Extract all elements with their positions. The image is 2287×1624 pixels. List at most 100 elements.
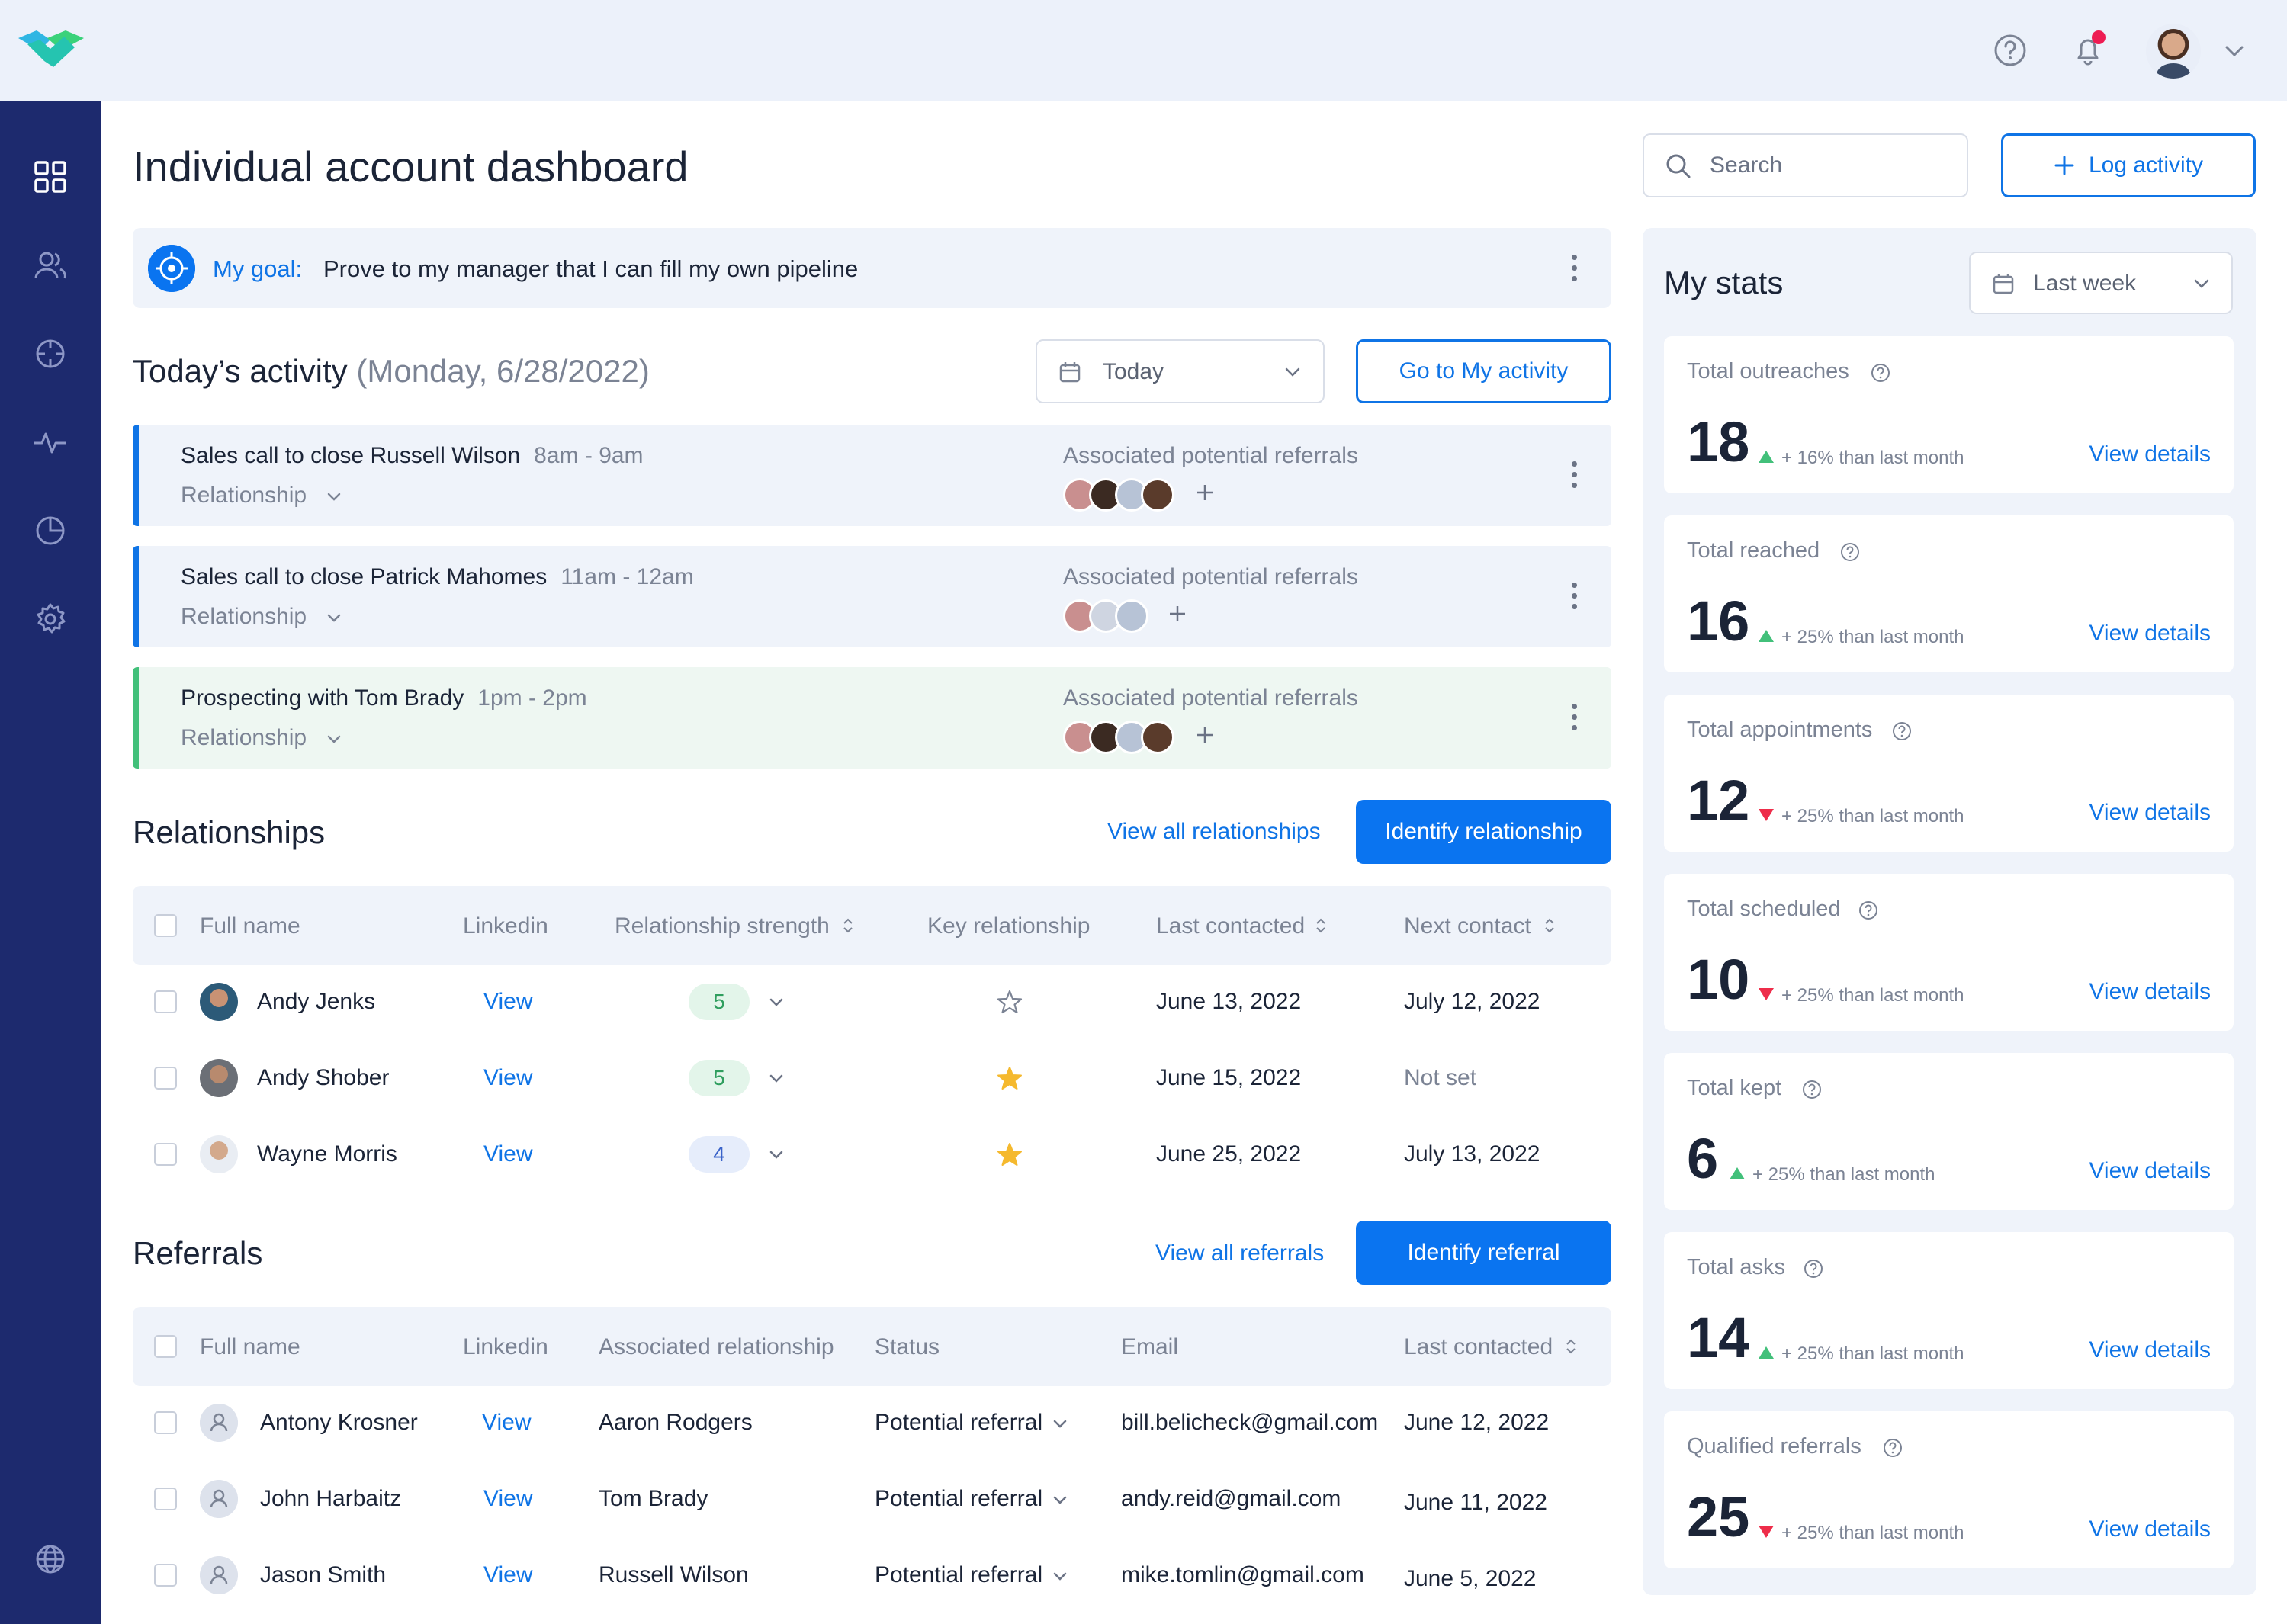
help-circle-icon[interactable] (1803, 1258, 1824, 1279)
referral-avatar[interactable] (1063, 478, 1097, 512)
strength-badge[interactable]: 5 (689, 1060, 750, 1096)
view-all-relationships-link[interactable]: View all relationships (1107, 819, 1321, 844)
identify-relationship-button[interactable]: Identify relationship (1356, 800, 1611, 864)
sort-icon[interactable] (1543, 915, 1556, 936)
column-header[interactable]: Next contact (1404, 913, 1531, 939)
row-checkbox[interactable] (154, 1564, 177, 1587)
view-details-link[interactable]: View details (2089, 621, 2211, 646)
select-all-checkbox[interactable] (154, 914, 177, 937)
full-name[interactable]: Wayne Morris (257, 1141, 397, 1167)
add-referral-icon[interactable] (1195, 483, 1215, 502)
settings-gear-icon[interactable] (31, 600, 69, 638)
sort-icon[interactable] (1315, 915, 1327, 936)
column-header[interactable]: Key relationship (927, 913, 1091, 939)
activity-tag[interactable]: Relationship (181, 483, 307, 508)
activity-more-icon[interactable] (1569, 581, 1579, 611)
chevron-down-icon[interactable] (325, 730, 343, 748)
linkedin-link[interactable]: View (483, 1562, 533, 1587)
log-activity-button[interactable]: Log activity (2001, 133, 2256, 197)
column-header[interactable]: Email (1121, 1334, 1179, 1359)
full-name[interactable]: Antony Krosner (260, 1410, 418, 1435)
chevron-down-icon[interactable] (1051, 1491, 1069, 1509)
chevron-down-icon[interactable] (1051, 1414, 1069, 1433)
dashboard-grid-icon[interactable] (31, 158, 69, 196)
star-filled-icon[interactable] (996, 1064, 1023, 1092)
status-select[interactable]: Potential referral (875, 1562, 1043, 1587)
column-header[interactable]: Linkedin (463, 913, 548, 939)
linkedin-link[interactable]: View (483, 1141, 533, 1167)
chevron-down-icon[interactable] (325, 487, 343, 505)
linkedin-link[interactable]: View (483, 989, 533, 1014)
linkedin-link[interactable]: View (483, 1065, 533, 1090)
row-checkbox[interactable] (154, 1143, 177, 1166)
column-header[interactable]: Linkedin (463, 1334, 548, 1359)
column-header[interactable]: Relationship strength (615, 913, 830, 939)
chevron-down-icon[interactable] (767, 993, 785, 1011)
status-select[interactable]: Potential referral (875, 1486, 1043, 1511)
column-header[interactable]: Associated relationship (599, 1334, 834, 1359)
sort-icon[interactable] (1565, 1336, 1577, 1357)
strength-badge[interactable]: 5 (689, 984, 750, 1020)
go-to-my-activity-button[interactable]: Go to My activity (1356, 339, 1611, 403)
full-name[interactable]: Jason Smith (260, 1562, 387, 1587)
full-name[interactable]: John Harbaitz (260, 1486, 402, 1511)
view-details-link[interactable]: View details (2089, 979, 2211, 1004)
help-circle-icon[interactable] (1992, 32, 2028, 69)
user-avatar[interactable] (2146, 24, 2201, 79)
status-select[interactable]: Potential referral (875, 1410, 1043, 1435)
bell-icon[interactable] (2070, 32, 2106, 69)
chevron-down-icon[interactable] (325, 608, 343, 627)
referral-avatar[interactable] (1115, 599, 1148, 633)
full-name[interactable]: Andy Jenks (257, 989, 376, 1014)
help-circle-icon[interactable] (1839, 541, 1861, 563)
chevron-down-icon[interactable] (767, 1145, 785, 1163)
search-input[interactable] (1710, 149, 1954, 182)
view-details-link[interactable]: View details (2089, 1516, 2211, 1542)
help-circle-icon[interactable] (1891, 721, 1913, 742)
column-header[interactable]: Last contacted (1404, 1334, 1553, 1359)
star-filled-icon[interactable] (996, 1141, 1023, 1168)
users-icon[interactable] (31, 246, 69, 284)
select-all-checkbox[interactable] (154, 1335, 177, 1358)
linkedin-link[interactable]: View (482, 1410, 532, 1435)
globe-icon[interactable] (31, 1540, 69, 1578)
referral-avatar[interactable] (1089, 721, 1123, 754)
pie-chart-icon[interactable] (31, 512, 69, 550)
goal-more-icon[interactable] (1569, 253, 1579, 284)
help-circle-icon[interactable] (1858, 900, 1879, 921)
chevron-down-icon[interactable] (2221, 38, 2247, 64)
handshake-logo-icon[interactable] (17, 27, 85, 70)
help-circle-icon[interactable] (1882, 1437, 1903, 1459)
linkedin-link[interactable]: View (483, 1486, 533, 1511)
crosshair-icon[interactable] (31, 335, 69, 373)
view-details-link[interactable]: View details (2089, 1158, 2211, 1183)
chevron-down-icon[interactable] (1051, 1567, 1069, 1585)
full-name[interactable]: Andy Shober (257, 1065, 390, 1090)
add-referral-icon[interactable] (1195, 725, 1215, 745)
activity-pulse-icon[interactable] (31, 423, 69, 461)
add-referral-icon[interactable] (1168, 604, 1187, 624)
column-header[interactable]: Full name (200, 913, 300, 939)
column-header[interactable]: Status (875, 1334, 940, 1359)
column-header[interactable]: Last contacted (1156, 913, 1306, 939)
help-circle-icon[interactable] (1801, 1079, 1823, 1100)
help-circle-icon[interactable] (1870, 362, 1891, 384)
view-details-link[interactable]: View details (2089, 1337, 2211, 1362)
activity-date-filter[interactable]: Today (1036, 339, 1325, 403)
search-box[interactable] (1643, 133, 1968, 197)
activity-more-icon[interactable] (1569, 702, 1579, 733)
stats-period-select[interactable]: Last week (1969, 252, 2233, 314)
identify-referral-button[interactable]: Identify referral (1356, 1221, 1611, 1285)
row-checkbox[interactable] (154, 1488, 177, 1510)
activity-item[interactable]: Sales call to close Russell Wilson 8am - … (133, 425, 1611, 526)
activity-item[interactable]: Prospecting with Tom Brady 1pm - 2pm Rela… (133, 667, 1611, 769)
column-header[interactable]: Full name (200, 1334, 300, 1359)
view-details-link[interactable]: View details (2089, 441, 2211, 467)
strength-badge[interactable]: 4 (689, 1136, 750, 1173)
activity-tag[interactable]: Relationship (181, 725, 307, 750)
activity-tag[interactable]: Relationship (181, 604, 307, 629)
chevron-down-icon[interactable] (767, 1069, 785, 1087)
star-outline-icon[interactable] (996, 988, 1023, 1016)
row-checkbox[interactable] (154, 1067, 177, 1090)
referral-avatar[interactable] (1141, 478, 1174, 512)
